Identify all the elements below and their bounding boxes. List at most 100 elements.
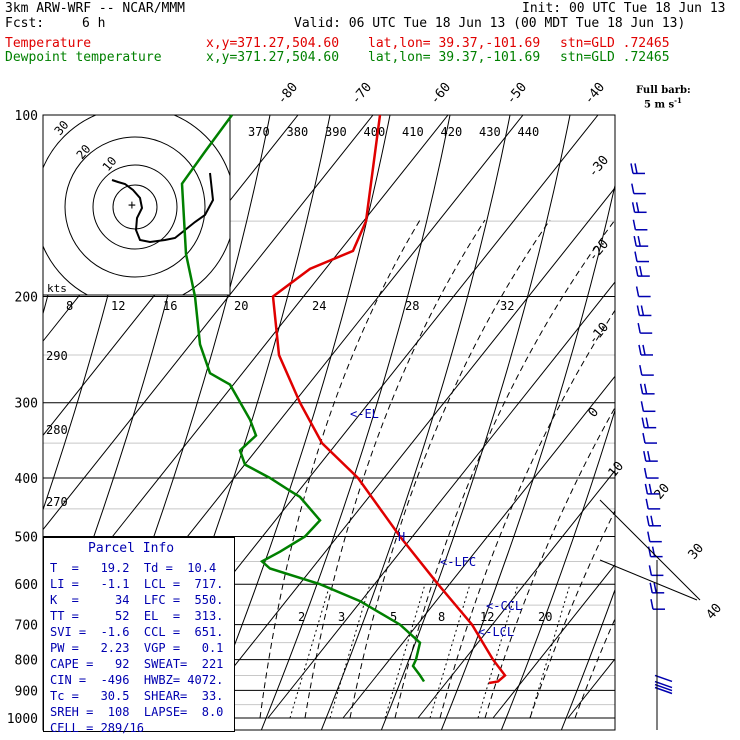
dry-adiabat xyxy=(670,115,740,740)
dry-adiabat-label: 280 xyxy=(46,423,68,437)
theta-label: 380 xyxy=(287,125,309,139)
parcel-info-row: LI = -1.1 LCL = 717. xyxy=(50,577,224,591)
isotherm-label: 40 xyxy=(704,601,726,623)
wind-barb-feather xyxy=(648,565,653,576)
mixing-ratio-label: 2 xyxy=(298,610,305,624)
wind-barb-feather xyxy=(630,163,634,174)
theta-label: 440 xyxy=(518,125,540,139)
pressure-tick-label: 400 xyxy=(15,472,38,487)
theta-label: 390 xyxy=(325,125,347,139)
pressure-tick-label: 1000 xyxy=(7,712,38,727)
theta-label: 370 xyxy=(248,125,270,139)
isotherm-label: 10 xyxy=(606,459,628,481)
wind-barb-column xyxy=(630,163,673,695)
isotherm-label: -20 xyxy=(586,237,613,265)
pressure-tick-label: 800 xyxy=(15,654,38,669)
wind-barb-feather xyxy=(635,286,640,297)
barb-legend-exponent: -1 xyxy=(674,96,682,105)
wind-barb-feather xyxy=(631,183,635,194)
mixing-ratio-line xyxy=(477,584,519,719)
dry-adiabat xyxy=(610,115,740,740)
ccl-marker: <-CCL xyxy=(486,599,522,613)
forecast-label: Fcst: xyxy=(5,16,45,31)
wind-barb-feather xyxy=(634,163,638,174)
wind-barb-feather xyxy=(643,383,648,394)
parcel-info-row: T = 19.2 Td = 10.4 xyxy=(50,561,217,575)
parcel-info-row: TT = 52 EL = 313. xyxy=(50,609,224,623)
wind-barb-feather xyxy=(635,202,640,213)
wind-barb-feather xyxy=(649,582,653,593)
wind-barb-feather xyxy=(647,531,651,542)
moist-adiabat xyxy=(304,219,486,719)
legend-dewpoint-station: stn=GLD .72465 xyxy=(560,50,670,65)
barb-boundary xyxy=(599,499,701,601)
theta-label: 430 xyxy=(479,125,501,139)
theta-label: 400 xyxy=(364,125,386,139)
parcel-info-panel: Parcel Info T = 19.2 Td = 10.4 LI = -1.1… xyxy=(43,537,235,735)
wind-barb-feather xyxy=(634,251,638,262)
isotherm-label: 0 xyxy=(586,405,603,421)
isotherm-label: 30 xyxy=(686,541,708,563)
dewpoint-line xyxy=(180,114,426,683)
hodograph-ring xyxy=(112,184,158,230)
isotherm xyxy=(643,115,740,718)
hodograph-x-tick: 20 xyxy=(234,299,248,313)
isotherm-label: -80 xyxy=(275,80,302,108)
dry-adiabat-label: 290 xyxy=(46,349,68,363)
isotherm-label: -40 xyxy=(582,80,609,108)
legend-temperature-xy: x,y=371.27,504.60 xyxy=(206,36,340,51)
hodograph-ring xyxy=(64,136,206,278)
parcel-info-row: CIN = -496 HWBZ= 4072. xyxy=(50,673,224,687)
valid-time: Valid: 06 UTC Tue 18 Jun 13 (00 MDT Tue … xyxy=(294,16,686,31)
wind-barb-feather xyxy=(635,265,639,277)
pressure-tick-label: 700 xyxy=(15,619,38,634)
pressure-tick-label: 600 xyxy=(15,578,38,593)
model-title: 3km ARW-WRF -- NCAR/MMM xyxy=(5,1,186,16)
wind-barb-feather xyxy=(650,599,654,610)
wind-barb-feather xyxy=(640,305,645,316)
wind-barb-feather xyxy=(640,401,645,412)
wind-barb-feather xyxy=(644,483,649,495)
wind-barb-feather xyxy=(643,450,647,462)
barb-legend-line2: 5 m s-1 xyxy=(644,94,682,112)
plot-frame xyxy=(42,114,616,731)
moist-adiabat xyxy=(349,219,551,719)
isotherm xyxy=(417,469,615,719)
barb-legend-line1: Full barb: xyxy=(636,85,691,96)
pressure-tick-label: 900 xyxy=(15,684,38,699)
wind-barb-feather xyxy=(638,344,642,356)
wind-barb-feather xyxy=(647,546,652,557)
wind-barb-feather xyxy=(645,498,649,510)
mixing-ratio-label: 12 xyxy=(480,610,494,624)
wind-barb-feather xyxy=(642,344,646,356)
wind-barb-feather xyxy=(636,305,641,316)
wind-barb-staff xyxy=(654,683,673,692)
wind-barb-feather xyxy=(637,322,641,334)
wind-barb-feather xyxy=(639,265,643,277)
pressure-tick-label: 100 xyxy=(15,109,38,124)
parcel-info-row: PW = 2.23 VGP = 0.1 xyxy=(50,641,224,655)
hodograph-x-tick: 16 xyxy=(163,299,177,313)
hodograph-x-tick: 8 xyxy=(66,299,73,313)
h-marker: H xyxy=(398,530,405,544)
wind-barb-feather xyxy=(639,383,644,394)
hodograph-x-tick: 12 xyxy=(111,299,125,313)
wind-barb-feather xyxy=(646,515,650,526)
legend-temperature-station: stn=GLD .72465 xyxy=(560,36,670,51)
moist-adiabat xyxy=(439,309,615,719)
barb-legend-speed: 5 m s xyxy=(644,99,675,111)
wind-barb-feather xyxy=(645,417,649,428)
hodograph-trace xyxy=(111,172,215,244)
wind-barb-feather xyxy=(631,202,636,213)
hodograph-ring xyxy=(92,164,178,250)
wind-barb-staff xyxy=(654,686,673,695)
mixing-ratio-line xyxy=(384,584,426,719)
wind-barb-feather xyxy=(650,515,654,526)
wind-barb-feather xyxy=(653,582,657,593)
moist-adiabat xyxy=(259,219,421,719)
isotherm-label: -30 xyxy=(586,153,613,181)
mixing-ratio-label: 20 xyxy=(538,610,552,624)
lfc-marker: <-LFC xyxy=(440,555,476,569)
hodograph-x-tick: 32 xyxy=(500,299,514,313)
